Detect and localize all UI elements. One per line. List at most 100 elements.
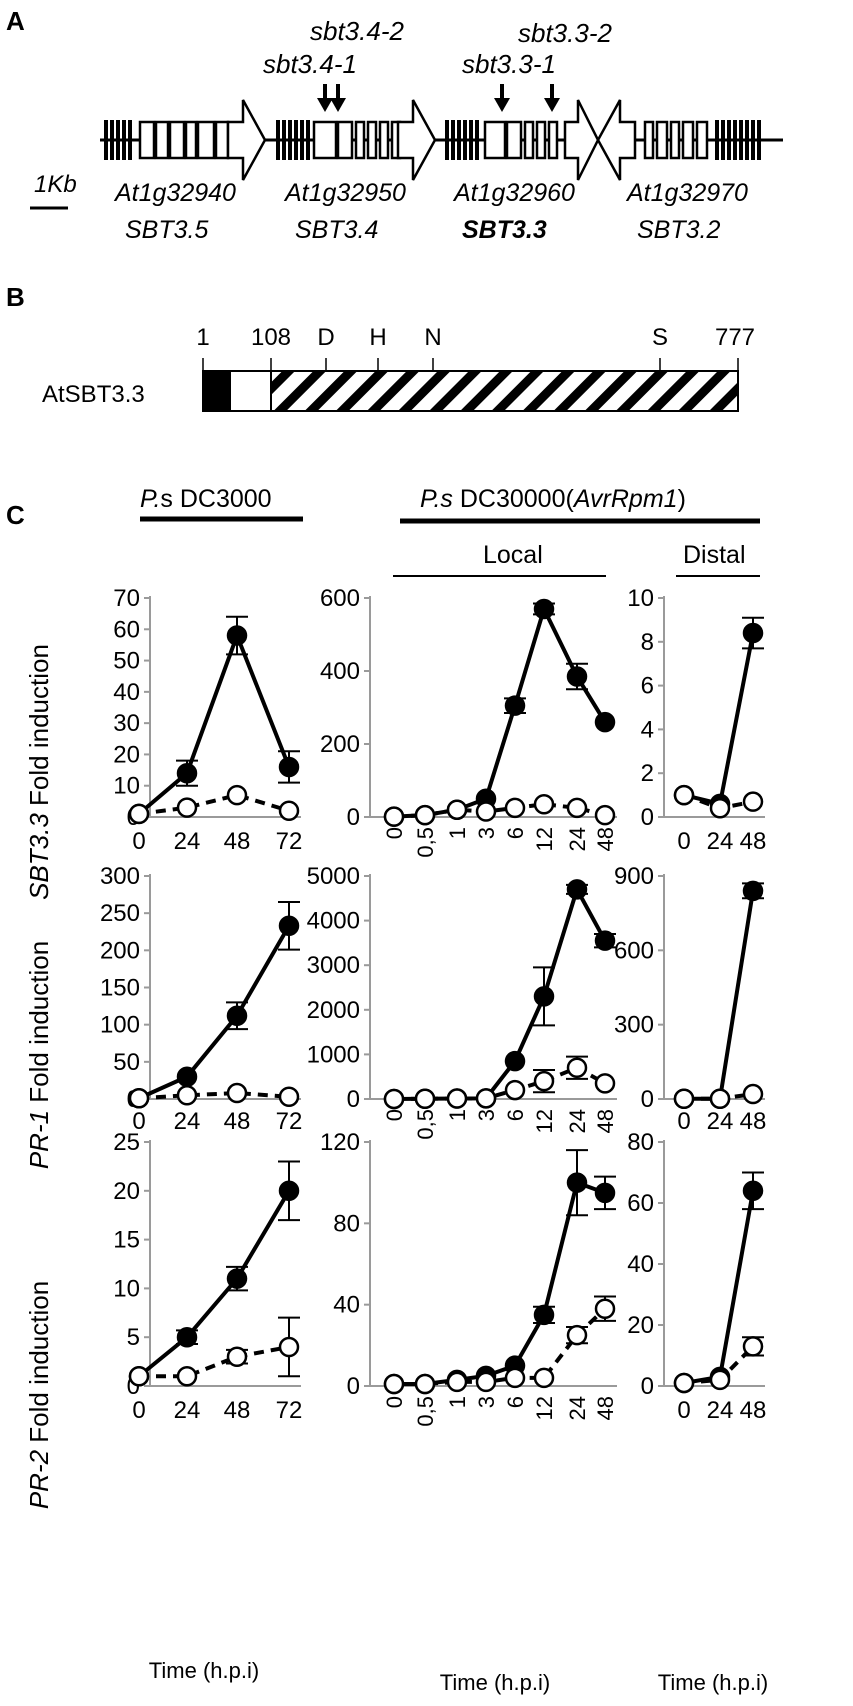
exon-block-42 xyxy=(733,120,737,160)
exon-block-25 xyxy=(457,120,461,160)
exon-block-7 xyxy=(168,120,186,160)
data-point-filled xyxy=(504,695,526,716)
data-point-open xyxy=(742,1336,764,1357)
x-tick-label: 1 xyxy=(445,1396,470,1408)
y-tick-label: 25 xyxy=(113,1129,140,1156)
exon-block-46 xyxy=(757,120,761,160)
data-point-open xyxy=(226,1082,248,1104)
data-point-open xyxy=(176,1085,198,1106)
y-tick-label: 1000 xyxy=(307,1041,360,1068)
gene-arrow-sbt3-4 xyxy=(396,99,437,181)
x-tick-label: 0 xyxy=(132,1397,145,1424)
y-tick-label: 80 xyxy=(627,1129,654,1156)
insertion-arrow-sbt3-4-2 xyxy=(330,84,346,112)
data-point-filled xyxy=(176,1326,198,1348)
data-point-open xyxy=(414,804,436,826)
data-point-filled xyxy=(533,1304,555,1326)
exon-block-11 xyxy=(276,120,280,160)
exon-block-32 xyxy=(535,120,547,160)
exon-block-45 xyxy=(751,120,755,160)
y-tick-label: 60 xyxy=(113,616,140,643)
exon-block-20 xyxy=(366,120,378,160)
exon-block-27 xyxy=(469,120,473,160)
insertion-arrow-sbt3-4-1 xyxy=(317,84,333,112)
tick-h: H xyxy=(369,324,386,351)
exon-block-31 xyxy=(523,120,535,160)
exon-block-36 xyxy=(669,120,681,160)
y-tick-label: 40 xyxy=(113,679,140,706)
data-point-filled xyxy=(504,1050,526,1072)
data-point-open xyxy=(176,1365,198,1387)
data-point-open xyxy=(504,797,526,819)
data-point-open xyxy=(226,1346,248,1367)
gene-name-3: SBT3.3 xyxy=(462,216,547,244)
series-line-filled xyxy=(683,632,755,807)
row-label-pr-2: PR-2 Fold induction xyxy=(24,1281,54,1509)
data-point-filled xyxy=(594,711,616,733)
row-label-pr-1: PR-1 Fold induction xyxy=(24,941,54,1169)
data-point-open xyxy=(566,1324,588,1346)
x-tick-label: 12 xyxy=(532,1396,557,1420)
y-tick-label: 80 xyxy=(333,1210,360,1237)
x-tick-label: 0 xyxy=(132,828,145,855)
exon-block-18 xyxy=(336,120,354,160)
data-point-filled xyxy=(742,1180,764,1202)
data-point-open xyxy=(533,1367,555,1389)
y-tick-label: 70 xyxy=(113,585,140,612)
data-point-open xyxy=(475,801,497,822)
exon-block-37 xyxy=(681,120,695,160)
data-point-open xyxy=(504,1367,526,1389)
y-tick-label: 8 xyxy=(641,629,654,656)
y-tick-label: 30 xyxy=(113,710,140,737)
exon-block-8 xyxy=(184,120,198,160)
data-point-open xyxy=(226,784,248,806)
protein-domain-diagram: AtSBT3.3 1 108 D H N S 777 xyxy=(42,324,755,412)
header-ps-avrrpm1: P.s DC30000(AvrRpm1) xyxy=(420,485,686,513)
x-tick-label: 72 xyxy=(276,1108,303,1135)
gene-name-4: SBT3.2 xyxy=(637,216,720,244)
row-label-sbt3-3: SBT3.3 Fold induction xyxy=(24,644,54,900)
gene-name-2: SBT3.4 xyxy=(295,216,378,244)
data-point-open xyxy=(446,799,468,820)
series-line-open xyxy=(138,793,290,816)
y-tick-label: 15 xyxy=(113,1227,140,1254)
data-point-open xyxy=(475,1371,497,1393)
data-point-filled xyxy=(566,666,588,687)
x-tick-label: 72 xyxy=(276,828,303,855)
data-point-filled xyxy=(742,880,764,902)
y-tick-label: 5000 xyxy=(307,863,360,890)
y-tick-label: 20 xyxy=(627,1312,654,1339)
insertion-arrow-sbt3-3-1 xyxy=(494,84,510,112)
data-point-open xyxy=(278,1086,300,1108)
data-point-open xyxy=(594,1073,616,1094)
mutant-label-sbt3-3-2: sbt3.3-2 xyxy=(518,18,612,48)
x-tick-label: 24 xyxy=(707,1397,734,1424)
gene-name-1: SBT3.5 xyxy=(125,216,208,244)
data-point-filled xyxy=(278,756,300,778)
x-tick-label: 48 xyxy=(593,827,618,851)
series-line-open xyxy=(139,1344,290,1379)
y-tick-label: 120 xyxy=(320,1129,360,1156)
data-point-open xyxy=(176,797,198,818)
data-point-open xyxy=(742,791,764,812)
exon-block-1 xyxy=(110,120,114,160)
exon-block-33 xyxy=(547,120,559,160)
y-tick-label: 20 xyxy=(113,1178,140,1205)
signal-peptide-domain xyxy=(203,371,230,411)
x-tick-label: 3 xyxy=(474,1396,499,1408)
tick-1: 1 xyxy=(196,324,209,351)
y-tick-label: 3000 xyxy=(307,952,360,979)
data-point-filled xyxy=(594,1182,616,1204)
x-tick-label: 48 xyxy=(593,1109,618,1133)
y-tick-label: 6 xyxy=(641,673,654,700)
data-point-open xyxy=(128,1088,150,1109)
chart-pr-1-local: 0 1000 2000 3000 4000 5000 0 0,5 1 3 6 12 24 48 xyxy=(307,863,618,1140)
data-point-open xyxy=(566,797,588,819)
exon-block-13 xyxy=(288,120,292,160)
data-point-filled xyxy=(742,622,764,644)
y-tick-label: 20 xyxy=(113,741,140,768)
y-tick-label: 400 xyxy=(320,658,360,685)
data-point-open xyxy=(414,1373,436,1395)
x-tick-label: 48 xyxy=(224,828,251,855)
